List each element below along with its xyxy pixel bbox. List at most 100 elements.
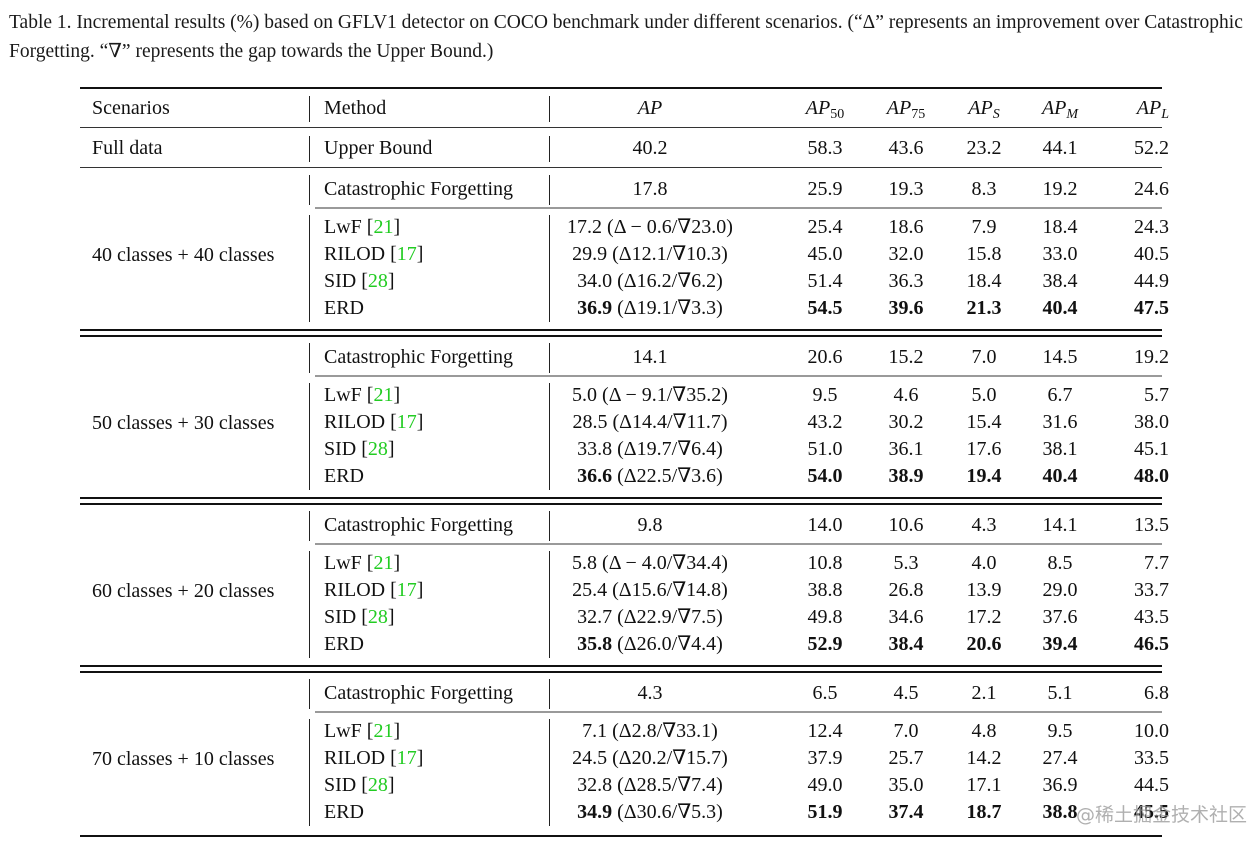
citation-link[interactable]: 28	[367, 774, 388, 796]
citation-link[interactable]: 21	[373, 384, 394, 406]
aps-value: 5.0	[971, 384, 997, 406]
ap50-value: 51.0	[807, 438, 843, 460]
delta-gap-annotation: (Δ28.5/∇7.4)	[612, 774, 723, 796]
scenario-label: 60 classes + 20 classes	[92, 580, 275, 602]
apl-value: 46.5	[1134, 633, 1169, 655]
table-row: SID [28] 32.7 (Δ22.9/∇7.5) 49.8 34.6 17.2 37.…	[80, 604, 1169, 631]
ap-value: 17.8	[632, 178, 668, 200]
apm-value: 39.4	[1042, 633, 1078, 655]
citation-link[interactable]: 17	[396, 411, 417, 433]
method-name: Upper Bound	[324, 137, 433, 159]
apm-value: 19.2	[1042, 178, 1078, 200]
citation-link[interactable]: 21	[373, 720, 394, 742]
column-divider	[549, 215, 551, 322]
column-divider	[309, 719, 311, 826]
delta-gap-annotation: (Δ − 0.6/∇23.0)	[602, 216, 733, 238]
citation-link[interactable]: 17	[396, 243, 417, 265]
ap50-value: 51.4	[807, 270, 843, 292]
column-divider	[549, 175, 551, 205]
aps-value: 20.6	[966, 633, 1002, 655]
citation-link[interactable]: 28	[367, 270, 388, 292]
ap-value: 36.6 (Δ22.5/∇3.6)	[577, 465, 723, 487]
ap-value: 5.8 (Δ − 4.0/∇34.4)	[572, 552, 728, 574]
ap-value: 14.1	[632, 346, 668, 368]
ap75-value: 18.6	[888, 216, 924, 238]
header-apm: APM	[1041, 97, 1079, 122]
method-name: SID [28]	[324, 606, 395, 628]
ap50-value: 54.0	[807, 465, 843, 487]
apl-value: 47.5	[1134, 297, 1169, 319]
citation-link[interactable]: 28	[367, 438, 388, 460]
table-row: LwF [21] 5.0 (Δ − 9.1/∇35.2) 9.5 4.6 5.0 6.7 5…	[80, 382, 1169, 409]
table-row: ERD 36.9 (Δ19.1/∇3.3) 54.5 39.6 21.3 40.4 47.5	[80, 295, 1169, 322]
table-row: RILOD [17] 28.5 (Δ14.4/∇11.7) 43.2 30.2 15.4…	[80, 409, 1169, 436]
apm-value: 6.7	[1047, 384, 1073, 406]
ap50-value: 14.0	[807, 514, 843, 536]
aps-value: 23.2	[966, 137, 1002, 159]
citation-link[interactable]: 21	[373, 552, 394, 574]
aps-value: 4.3	[971, 514, 997, 536]
apm-value: 38.1	[1042, 438, 1078, 460]
citation-link[interactable]: 28	[367, 606, 388, 628]
citation-link[interactable]: 17	[396, 747, 417, 769]
ap75-value: 36.3	[888, 270, 924, 292]
table-row: LwF [21] 7.1 (Δ2.8/∇33.1) 12.4 7.0 4.8 9.5 10.…	[80, 718, 1169, 745]
ap-value: 34.9 (Δ30.6/∇5.3)	[577, 801, 723, 823]
table-row: LwF [21] 17.2 (Δ − 0.6/∇23.0) 25.4 18.6 7.9 1…	[80, 214, 1169, 241]
citation-link[interactable]: 17	[396, 579, 417, 601]
column-divider	[549, 719, 551, 826]
method-name: RILOD [17]	[324, 243, 424, 265]
full-data-rule	[80, 167, 1162, 169]
delta-gap-annotation: (Δ15.6/∇14.8)	[607, 579, 728, 601]
delta-gap-annotation: (Δ22.9/∇7.5)	[612, 606, 723, 628]
group-separator-rule	[80, 665, 1162, 667]
method-name: Catastrophic Forgetting	[324, 178, 514, 200]
ap75-value: 39.6	[888, 297, 924, 319]
apl-value: 33.7	[1134, 579, 1169, 601]
ap75-value: 19.3	[888, 178, 924, 200]
ap75-value: 32.0	[888, 243, 924, 265]
ap75-value: 10.6	[888, 514, 924, 536]
ap75-value: 35.0	[888, 774, 924, 796]
delta-gap-annotation: (Δ16.2/∇6.2)	[612, 270, 723, 292]
group-separator-rule	[80, 497, 1162, 499]
ap75-value: 4.5	[893, 682, 919, 704]
table-row: SID [28] 33.8 (Δ19.7/∇6.4) 51.0 36.1 17.6 38.…	[80, 436, 1169, 463]
ap-value: 40.2	[632, 137, 668, 159]
ap75-value: 15.2	[888, 346, 924, 368]
table-row: LwF [21] 5.8 (Δ − 4.0/∇34.4) 10.8 5.3 4.0 8.5…	[80, 550, 1169, 577]
ap-value: 28.5 (Δ14.4/∇11.7)	[572, 411, 728, 433]
method-name: ERD	[324, 801, 364, 823]
ap50-value: 54.5	[807, 297, 843, 319]
method-name: ERD	[324, 465, 364, 487]
ap-value: 5.0 (Δ − 9.1/∇35.2)	[572, 384, 728, 406]
apl-value: 40.5	[1134, 243, 1169, 265]
ap50-value: 37.9	[807, 747, 843, 769]
column-divider	[309, 343, 311, 373]
column-divider	[549, 136, 551, 162]
citation-link[interactable]: 21	[373, 216, 394, 238]
ap-value: 32.8 (Δ28.5/∇7.4)	[577, 774, 723, 796]
delta-gap-annotation: (Δ12.1/∇10.3)	[607, 243, 728, 265]
column-divider	[309, 511, 311, 541]
ap-value: 29.9 (Δ12.1/∇10.3)	[572, 243, 728, 265]
column-divider	[549, 511, 551, 541]
table-row: SID [28] 32.8 (Δ28.5/∇7.4) 49.0 35.0 17.1 36.…	[80, 772, 1169, 799]
ap75-value: 37.4	[888, 801, 924, 823]
apl-value: 33.5	[1134, 747, 1169, 769]
table-row: RILOD [17] 25.4 (Δ15.6/∇14.8) 38.8 26.8 13.9…	[80, 577, 1169, 604]
delta-gap-annotation: (Δ19.7/∇6.4)	[612, 438, 723, 460]
ap-value: 25.4 (Δ15.6/∇14.8)	[572, 579, 728, 601]
header-rule	[80, 127, 1162, 129]
apl-value: 13.5	[1134, 514, 1169, 536]
ap-value: 4.3	[637, 682, 663, 704]
method-name: ERD	[324, 633, 364, 655]
header-ap75: AP75	[886, 97, 926, 122]
ap50-value: 51.9	[807, 801, 843, 823]
apm-value: 40.4	[1042, 465, 1078, 487]
aps-value: 18.7	[966, 801, 1002, 823]
ap75-value: 5.3	[893, 552, 919, 574]
table-row-upper-bound: Full data Upper Bound 40.2 58.3 43.6 23.…	[80, 135, 1169, 162]
apl-value: 52.2	[1134, 137, 1169, 159]
ap75-value: 34.6	[888, 606, 924, 628]
